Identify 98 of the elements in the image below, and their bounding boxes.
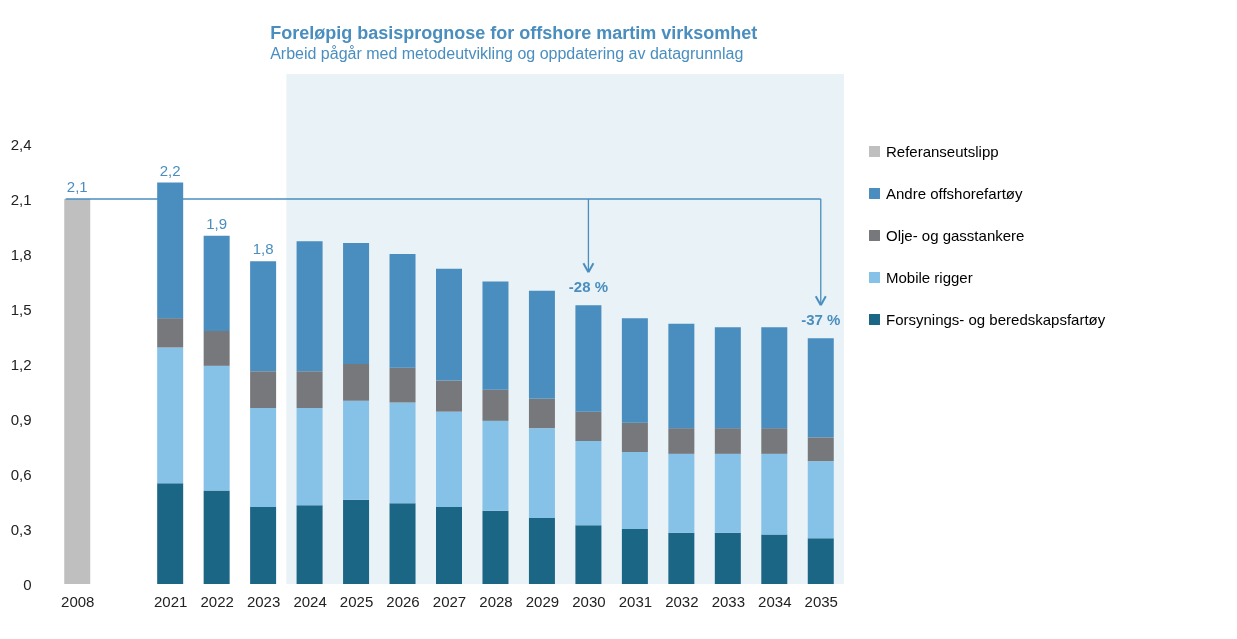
y-tick-label: 1,8 [10,245,32,263]
y-tick-label: 1,2 [10,355,32,373]
bar [714,327,741,429]
x-tick-label: 2029 [525,592,560,610]
bar [203,365,230,491]
x-tick-label: 2025 [339,592,374,610]
y-tick-label: 2,1 [10,190,32,208]
bar [714,453,741,533]
chart-subtitle: Arbeid pågår med metodeutvikling og oppdatering av datagrunnlag [270,45,744,62]
x-tick-label: 2024 [293,592,327,610]
bar [668,453,695,533]
x-tick-label: 2034 [758,592,792,610]
bar [761,453,788,535]
bar [482,510,509,584]
bar [528,290,555,399]
y-tick-label: 1,5 [10,300,32,318]
x-tick-label: 2008 [61,592,95,610]
bar [528,428,555,518]
total-label: 1,8 [252,240,274,258]
x-tick-label: 2033 [711,592,746,610]
bar [761,428,788,454]
y-tick-label: 2,4 [10,135,32,153]
x-tick-label: 2026 [386,592,420,610]
bar [343,364,370,401]
bar [575,411,602,441]
bar [389,254,416,368]
bar [482,281,509,390]
bar [807,338,834,438]
bar [621,318,648,423]
bar [343,400,370,500]
bar [203,490,230,584]
x-tick-label: 2022 [200,592,234,610]
bar [389,503,416,584]
bar [668,532,695,584]
bar [157,483,184,584]
x-tick-label: 2030 [572,592,606,610]
bar [64,199,91,584]
legend-label: Andre offshorefartøy [886,184,1023,202]
bar [296,505,323,584]
x-tick-label: 2021 [153,592,188,610]
bar [761,327,788,429]
bar [157,347,184,484]
annotation: -37 % [801,311,841,329]
bar [250,371,277,408]
bar [714,428,741,454]
bar [203,235,230,331]
bar [157,318,184,348]
bar [714,532,741,584]
bar [807,461,834,539]
bar [668,323,695,429]
bar [621,529,648,584]
bar [436,268,462,381]
bar [575,305,602,412]
x-tick-label: 2031 [618,592,653,610]
bar [482,420,509,511]
x-tick-label: 2032 [665,592,699,610]
bar [296,371,323,408]
bar [296,408,323,506]
x-tick-label: 2023 [246,592,281,610]
bar [807,538,834,584]
y-tick-label: 0,6 [10,465,32,483]
bar [575,525,602,584]
y-tick-label: 0 [23,575,32,593]
bar [250,408,277,507]
legend-label: Forsynings- og beredskapsfartøy [886,310,1106,328]
legend-label: Mobile rigger [886,268,973,286]
bar [761,534,788,584]
bar [528,398,555,429]
bar [250,507,277,584]
x-tick-label: 2028 [479,592,513,610]
bar [528,518,555,584]
annotation: -28 % [568,278,609,296]
legend-label: Olje- og gasstankere [886,226,1025,244]
bar [621,422,648,452]
bar [343,243,370,364]
x-tick-label: 2027 [432,592,467,610]
chart-title: Foreløpig basisprognose for offshore martim virksomhet [270,23,758,43]
bar [436,380,462,412]
bar [203,331,230,366]
bar [436,507,462,584]
legend-label: Referanseutslipp [886,142,999,160]
bar [389,367,416,403]
bar [668,428,695,454]
bar [389,402,416,504]
bar [807,437,834,462]
bar [296,241,323,372]
bar [436,411,462,507]
x-tick-label: 2035 [804,592,838,610]
bar [575,441,602,526]
total-label: 1,9 [206,214,228,232]
bar [482,389,509,421]
y-tick-label: 0,3 [10,520,32,538]
total-label: 2,2 [159,161,181,179]
bar [343,499,370,584]
bar [250,261,277,372]
bar [621,452,648,529]
total-label: 2,1 [66,178,88,195]
y-tick-label: 0,9 [10,410,32,428]
